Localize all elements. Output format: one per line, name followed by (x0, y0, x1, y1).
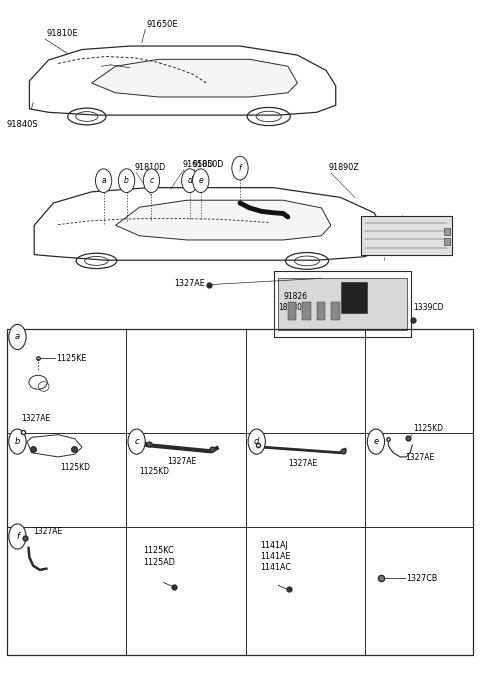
Text: 91810D: 91810D (135, 163, 166, 172)
Text: 1141AE: 1141AE (261, 552, 291, 561)
Text: 91650D: 91650D (182, 160, 214, 169)
Circle shape (128, 429, 145, 454)
Text: 1327AE: 1327AE (288, 459, 317, 468)
Text: 91850D: 91850D (192, 160, 224, 169)
FancyBboxPatch shape (444, 238, 450, 245)
Text: 91116: 91116 (399, 219, 424, 228)
Text: e: e (198, 176, 203, 185)
Text: 18980J: 18980J (278, 303, 304, 312)
Text: 1125AD: 1125AD (144, 559, 175, 567)
Text: 91810E: 91810E (46, 29, 78, 38)
Text: 1125KE: 1125KE (56, 354, 86, 363)
Circle shape (248, 429, 265, 454)
Text: d: d (187, 176, 192, 185)
Text: b: b (15, 437, 20, 446)
Text: 91890Z: 91890Z (328, 164, 360, 173)
Text: 91840S: 91840S (7, 120, 38, 129)
FancyBboxPatch shape (288, 302, 297, 319)
Circle shape (144, 169, 159, 192)
FancyBboxPatch shape (340, 282, 367, 313)
Text: 1327CB: 1327CB (407, 574, 438, 583)
Text: f: f (16, 532, 19, 541)
Text: 1339CD: 1339CD (413, 303, 444, 312)
Text: 1125KD: 1125KD (140, 468, 169, 477)
Polygon shape (116, 200, 331, 240)
Circle shape (9, 524, 26, 549)
Text: 91823E: 91823E (383, 247, 413, 256)
Text: a: a (101, 176, 106, 185)
Circle shape (192, 169, 209, 192)
Text: e: e (373, 437, 379, 446)
Text: 1125KD: 1125KD (413, 424, 443, 433)
FancyBboxPatch shape (302, 302, 311, 319)
Text: 1327AE: 1327AE (405, 453, 434, 462)
Circle shape (9, 324, 26, 350)
Text: 1141AC: 1141AC (261, 563, 291, 572)
Text: f: f (239, 164, 241, 173)
Circle shape (9, 429, 26, 454)
Circle shape (232, 157, 248, 180)
Text: b: b (124, 176, 129, 185)
Text: 1327AE: 1327AE (33, 528, 62, 536)
FancyBboxPatch shape (278, 278, 407, 330)
Text: 91826: 91826 (283, 291, 307, 301)
Text: 1327AE: 1327AE (21, 415, 50, 424)
Polygon shape (92, 59, 298, 97)
Circle shape (96, 169, 112, 192)
Circle shape (119, 169, 135, 192)
Text: c: c (149, 176, 154, 185)
Text: a: a (15, 333, 20, 341)
Circle shape (367, 429, 384, 454)
Text: 1125KD: 1125KD (60, 463, 91, 473)
Text: 1141AJ: 1141AJ (261, 541, 288, 549)
FancyBboxPatch shape (331, 302, 339, 319)
FancyBboxPatch shape (317, 302, 325, 319)
Text: 91650E: 91650E (147, 20, 178, 29)
Text: c: c (134, 437, 139, 446)
FancyBboxPatch shape (360, 215, 452, 254)
Text: 1327AE: 1327AE (174, 280, 205, 289)
Circle shape (181, 169, 198, 192)
Text: 1125KC: 1125KC (144, 547, 174, 555)
Text: 1327AE: 1327AE (167, 457, 196, 466)
Text: d: d (254, 437, 259, 446)
FancyBboxPatch shape (444, 228, 450, 235)
